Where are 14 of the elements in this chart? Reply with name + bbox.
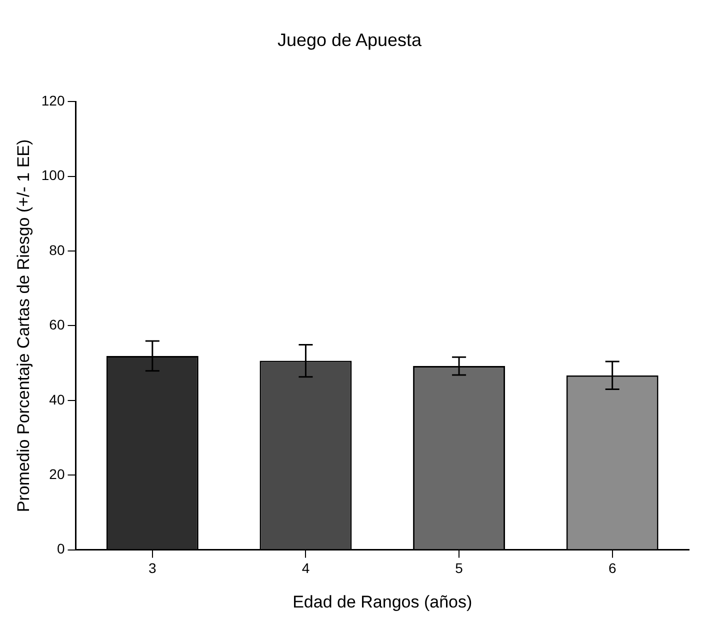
x-tick-label: 3 xyxy=(148,560,157,576)
y-tick-label: 20 xyxy=(49,466,65,482)
x-tick-label: 4 xyxy=(302,560,310,576)
x-axis-title: Edad de Rangos (años) xyxy=(292,592,472,612)
y-tick-label: 80 xyxy=(49,242,65,258)
y-axis-title: Promedio Porcentaje Cartas de Riesgo (+/- 1 EE) xyxy=(14,139,33,512)
y-tick-label: 60 xyxy=(49,316,65,333)
y-tick-label: 100 xyxy=(41,167,65,184)
x-tick-label: 6 xyxy=(608,560,616,576)
y-tick-label: 120 xyxy=(41,92,65,108)
y-tick-label: 0 xyxy=(56,540,65,557)
x-tick-label: 5 xyxy=(455,560,464,576)
y-tick-label: 40 xyxy=(49,391,65,408)
chart-title: Juego de Apuesta xyxy=(277,30,423,50)
